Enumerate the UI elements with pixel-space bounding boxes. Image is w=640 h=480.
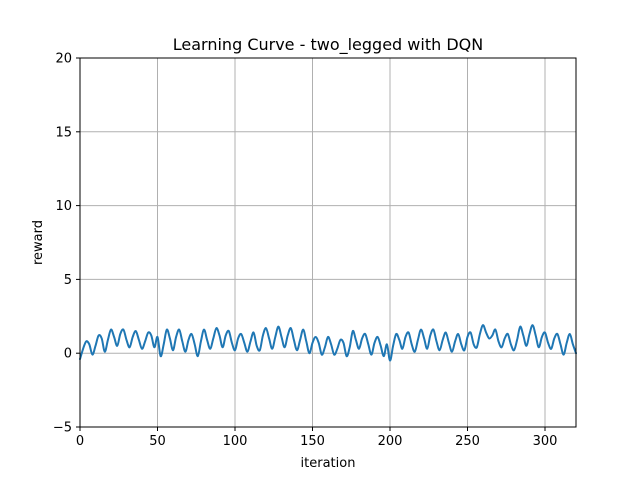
y-axis-label: reward xyxy=(31,220,46,265)
x-tick-label: 100 xyxy=(223,434,248,449)
x-axis: 0 50 100 150 200 250 300 xyxy=(76,427,558,449)
series-layer xyxy=(79,324,577,362)
plot-area xyxy=(80,58,576,427)
y-tick-label: 10 xyxy=(55,199,72,214)
x-tick-label: 150 xyxy=(300,434,325,449)
x-tick-label: 200 xyxy=(378,434,403,449)
y-tick-label: −5 xyxy=(53,421,72,436)
y-tick-label: 0 xyxy=(64,347,72,362)
x-axis-label: iteration xyxy=(301,456,356,471)
axes-frame xyxy=(79,57,577,428)
chart-title: Learning Curve - two_legged with DQN xyxy=(173,35,483,55)
x-tick-label: 0 xyxy=(76,434,84,449)
y-tick-label: 5 xyxy=(64,273,72,288)
x-tick-label: 300 xyxy=(533,434,558,449)
y-axis: −5 0 5 10 15 20 xyxy=(53,52,80,436)
y-tick-label: 15 xyxy=(55,125,72,140)
series-line-reward xyxy=(79,324,577,362)
y-tick-label: 20 xyxy=(55,52,72,67)
x-tick-label: 250 xyxy=(455,434,480,449)
x-tick-label: 50 xyxy=(149,434,166,449)
